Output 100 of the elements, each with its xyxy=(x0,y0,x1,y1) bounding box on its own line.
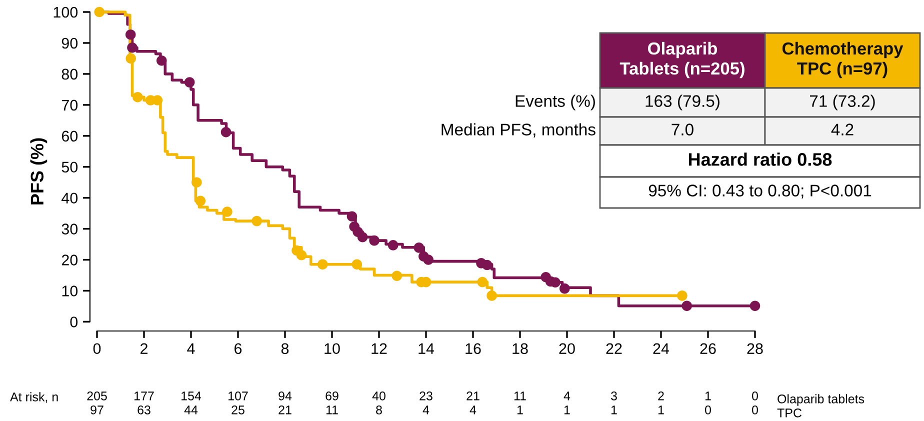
annotation: 95% CI: 0.43 to 0.80; P<0.001 xyxy=(648,184,872,198)
x-tick-label: 20 xyxy=(559,343,575,354)
y-tick-label: 60 xyxy=(62,130,78,142)
text: 1 xyxy=(564,406,570,414)
x-tick-label: 4 xyxy=(187,343,195,354)
point xyxy=(94,6,104,18)
point xyxy=(486,290,497,301)
text: 97 xyxy=(90,406,104,414)
x-tick-label: 2 xyxy=(140,343,148,354)
y-tick-label: 40 xyxy=(62,192,78,204)
point xyxy=(750,300,760,312)
text: 23 xyxy=(420,392,432,400)
point xyxy=(132,92,143,102)
point xyxy=(482,260,492,270)
x-tick-label: 14 xyxy=(418,343,434,354)
text: 1 xyxy=(611,406,617,414)
y-tick-label: 0 xyxy=(70,316,78,328)
text: At risk, n xyxy=(10,392,58,403)
text: 69 xyxy=(326,392,338,400)
text: 1 xyxy=(705,392,711,400)
x-tick-label: 28 xyxy=(747,343,763,354)
point xyxy=(414,242,424,253)
point xyxy=(125,29,136,40)
x-tick-label: 24 xyxy=(653,343,670,354)
text: 44 xyxy=(184,406,198,414)
x-tick-label: 12 xyxy=(372,343,387,354)
point xyxy=(550,277,560,288)
x-tick-label: 22 xyxy=(606,343,622,354)
y-tick-label: 80 xyxy=(62,68,78,80)
text: 8 xyxy=(376,406,382,414)
point xyxy=(220,127,232,138)
y-tick-label: 90 xyxy=(62,38,78,49)
point xyxy=(195,196,206,206)
text: 154 xyxy=(182,392,202,400)
y-tick-label: 70 xyxy=(62,100,78,111)
annotation: Events (%) xyxy=(516,94,595,110)
text: 25 xyxy=(232,406,244,414)
y-tick-label: 10 xyxy=(62,286,78,296)
text: 11 xyxy=(514,392,526,400)
annotation: 7.0 xyxy=(672,124,694,136)
point xyxy=(392,270,402,282)
point xyxy=(388,240,398,250)
point xyxy=(677,290,688,301)
point xyxy=(296,250,307,260)
text: 0 xyxy=(705,406,711,414)
point xyxy=(560,283,570,294)
text: 4.2 xyxy=(831,124,854,136)
text: Olaparib tablets xyxy=(778,394,864,406)
y-tick-label: 100 xyxy=(54,6,78,18)
text: 3 xyxy=(611,392,617,400)
point xyxy=(126,53,136,64)
point xyxy=(184,77,195,88)
annotation: 163 (79.5) xyxy=(646,94,720,110)
text: 71 (73.2) xyxy=(810,94,875,110)
point xyxy=(191,177,202,188)
annotation: Median PFS, months xyxy=(442,123,596,138)
text: 94 xyxy=(278,392,292,400)
x-tick-label: 0 xyxy=(93,343,101,354)
y-tick-label: 50 xyxy=(62,162,78,173)
point xyxy=(369,235,380,246)
text: 107 xyxy=(228,392,248,400)
text: 205 xyxy=(87,392,107,400)
point xyxy=(252,216,262,226)
annotation: Hazard ratio 0.58 xyxy=(688,152,832,166)
point xyxy=(682,300,692,312)
text: 1 xyxy=(658,406,664,414)
text: 40 xyxy=(372,392,386,400)
text: Chemotherapy TPC (n=97) xyxy=(782,42,904,78)
annotation: Olaparib Tablets (n=205) xyxy=(620,42,744,78)
text: 1 xyxy=(517,406,523,414)
text: 21 xyxy=(278,406,292,414)
y-tick-label: 20 xyxy=(62,254,78,266)
point xyxy=(346,211,358,222)
text: 63 xyxy=(138,406,150,414)
point xyxy=(317,259,328,270)
text: 2 xyxy=(658,392,664,400)
text: 4 xyxy=(470,406,476,414)
text: 0 xyxy=(752,392,758,400)
x-tick-label: 10 xyxy=(324,343,340,354)
x-tick-label: 6 xyxy=(234,343,242,354)
x-tick-label: 18 xyxy=(512,343,528,354)
text: 11 xyxy=(326,406,338,414)
text: 4 xyxy=(564,392,570,400)
point xyxy=(423,254,434,265)
text: 177 xyxy=(134,392,154,400)
point xyxy=(156,55,167,66)
point xyxy=(477,276,488,288)
text: 4 xyxy=(422,406,430,414)
text: TPC xyxy=(777,408,802,418)
y-axis-title: PFS (%) xyxy=(30,138,48,204)
text: 21 xyxy=(466,392,480,400)
point xyxy=(357,232,368,242)
point xyxy=(127,42,138,53)
x-tick-label: 8 xyxy=(281,343,289,354)
text: 0 xyxy=(752,406,758,414)
point xyxy=(352,259,362,270)
y-tick-label: 30 xyxy=(62,224,78,234)
x-tick-label: 26 xyxy=(700,343,716,354)
point xyxy=(222,206,232,217)
x-tick-label: 16 xyxy=(466,343,481,354)
